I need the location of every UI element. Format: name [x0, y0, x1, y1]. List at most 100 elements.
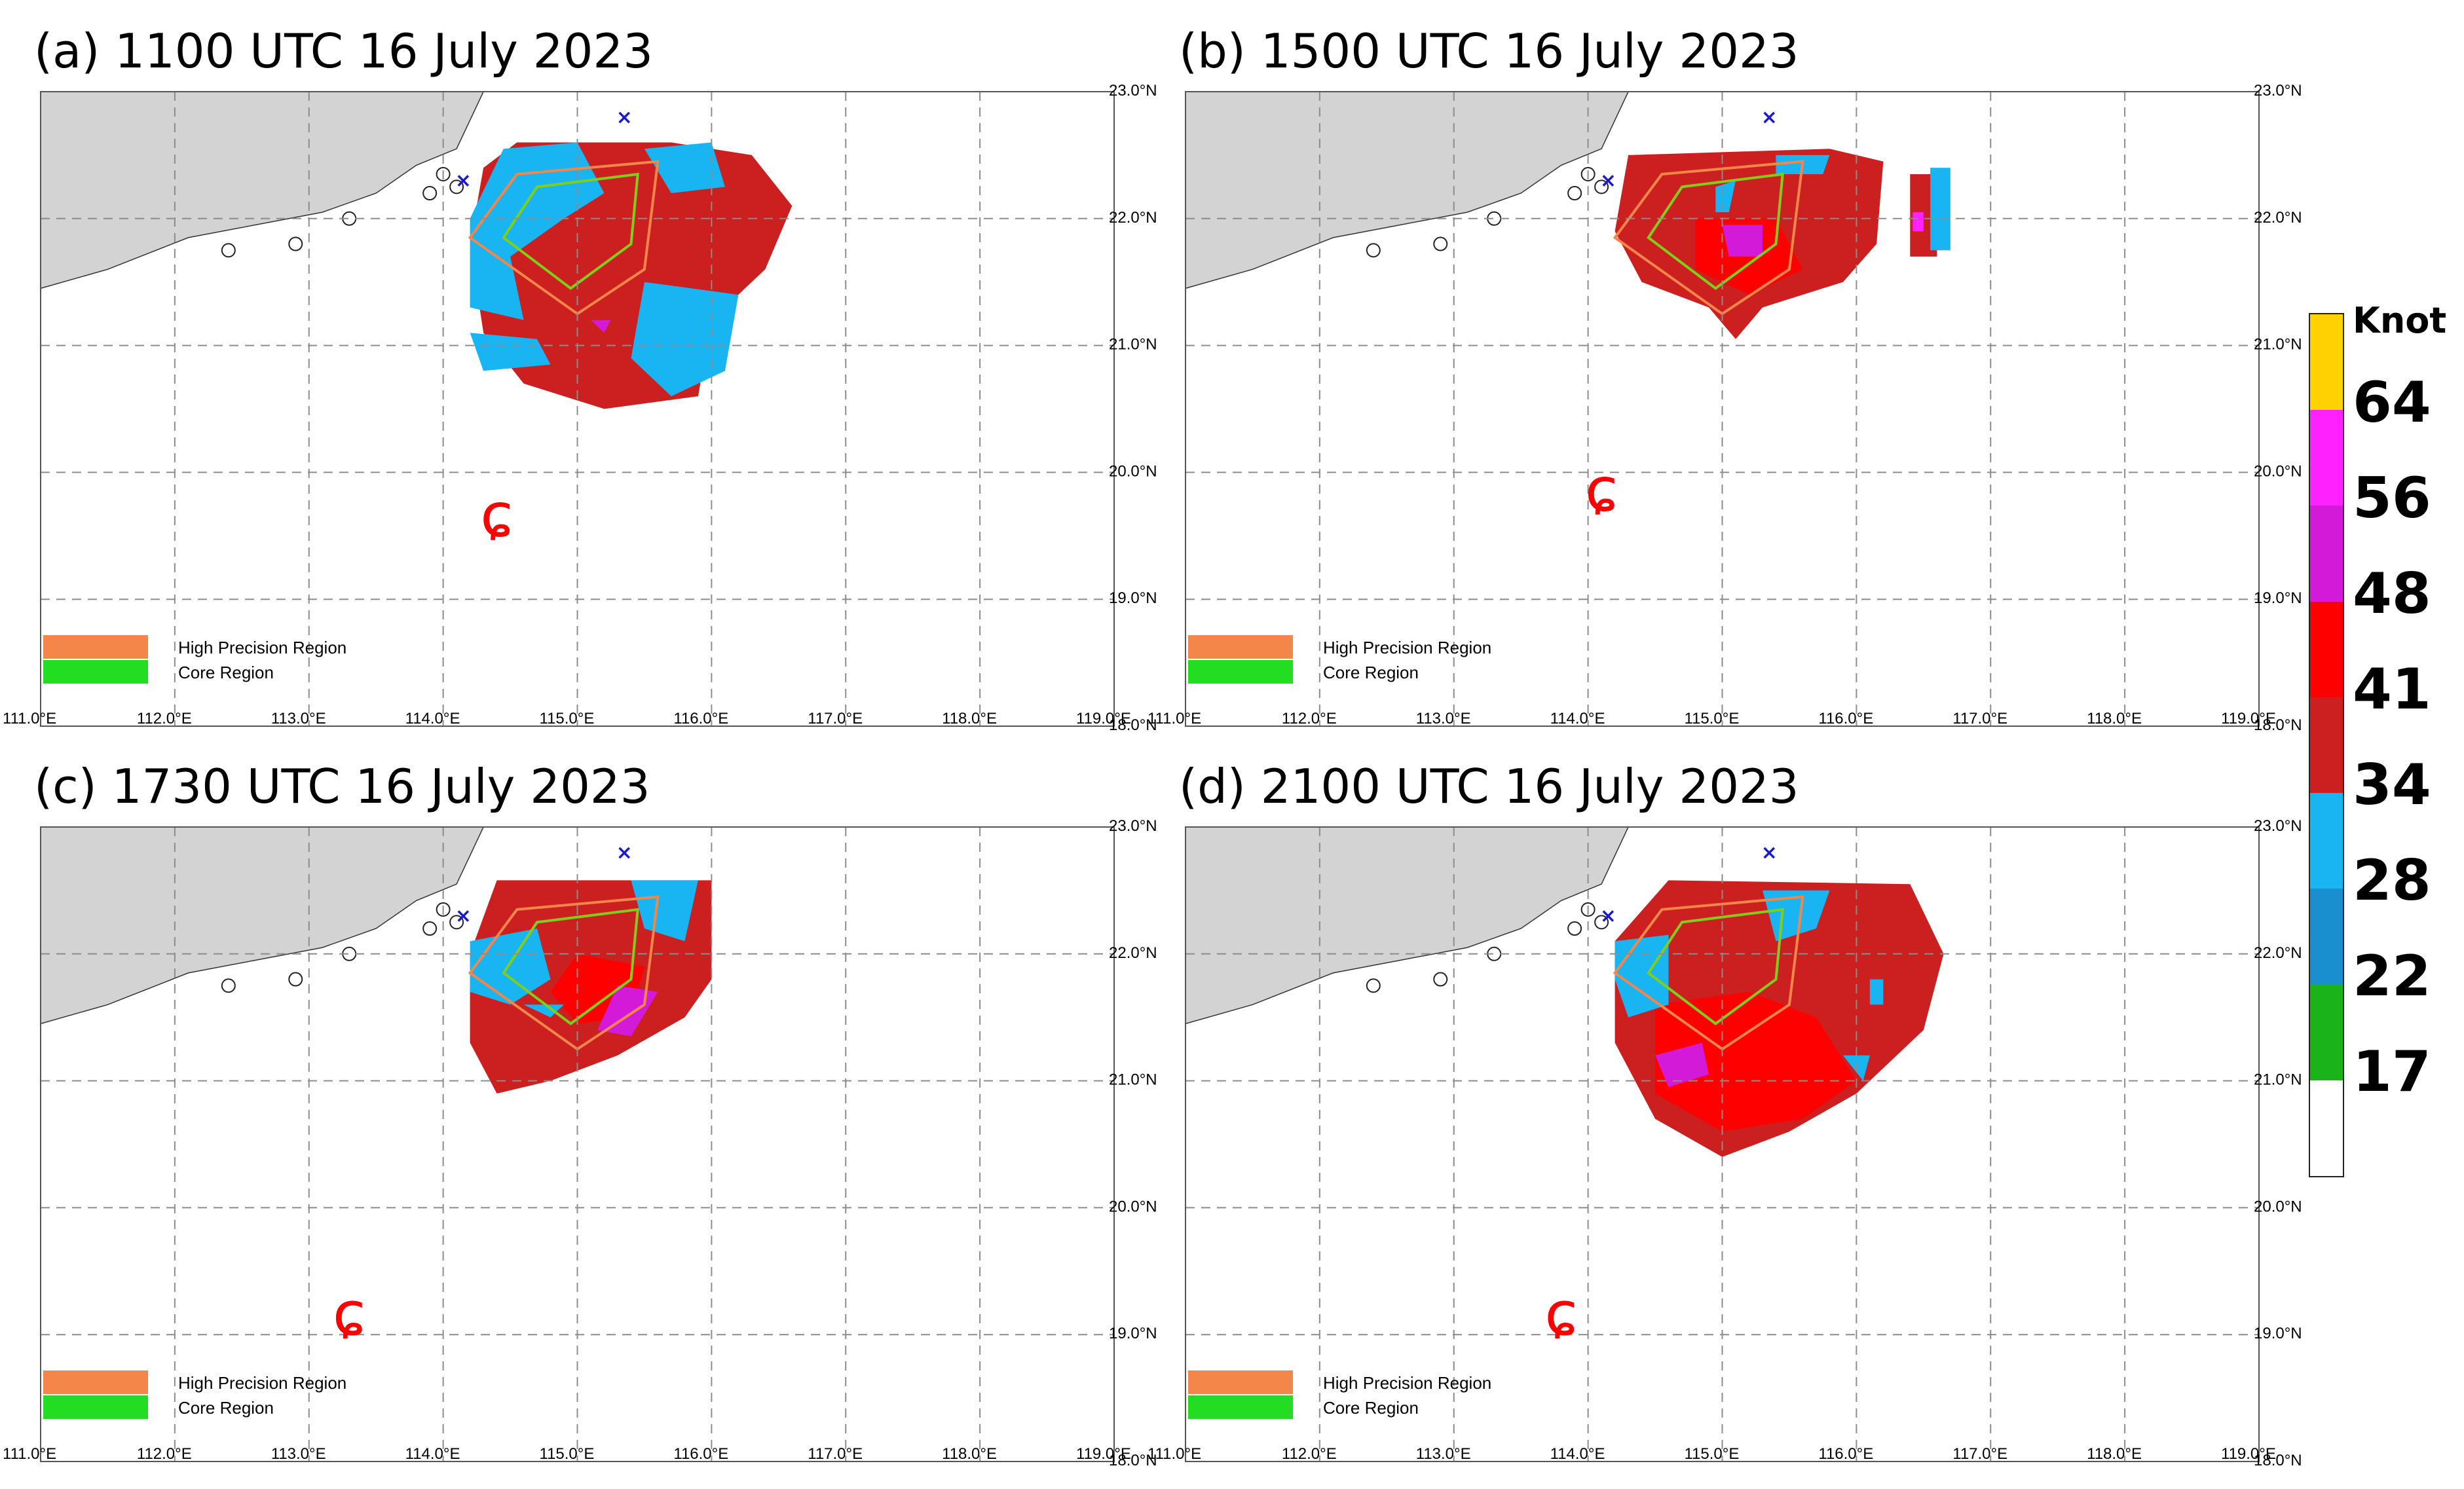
high-precision-region-outline — [1613, 895, 1804, 1051]
lat-tick-label: 18.0°N — [1109, 716, 1157, 734]
lon-tick-label: 115.0°E — [1685, 710, 1740, 727]
core-region-outline — [502, 908, 639, 1025]
lon-tick-label: 118.0°E — [2087, 1445, 2142, 1463]
station-marker-icon: × — [1761, 841, 1778, 864]
legend-label-core: Core Region — [1323, 1398, 1419, 1418]
map-panel-d: × × ɕ High Precision Region Core Region 23.0°… — [1148, 817, 2302, 1469]
island — [221, 243, 236, 258]
lon-tick-label: 118.0°E — [942, 1445, 997, 1463]
lon-tick-label: 118.0°E — [2087, 710, 2142, 727]
map-frame — [40, 826, 1115, 1462]
map-canvas-d: × × ɕ High Precision Region Core Region 23.0°… — [1148, 817, 2302, 1469]
panel-a-title: (a) 1100 UTC 16 July 2023 — [34, 24, 654, 79]
colorbar-segment — [2310, 410, 2343, 506]
wind-area-wind-48 — [1655, 1042, 1709, 1088]
lon-tick-label: 111.0°E — [1148, 1445, 1201, 1463]
lon-tick-label: 112.0°E — [137, 1445, 192, 1463]
station-marker-icon: × — [455, 905, 472, 928]
colorbar-segment — [2310, 506, 2343, 602]
lon-tick-label: 119.0°E — [1076, 1445, 1131, 1463]
lat-tick-label: 18.0°N — [2254, 1452, 2302, 1469]
colorbar-segment — [2310, 1080, 2343, 1176]
lon-tick-label: 114.0°E — [1550, 1445, 1605, 1463]
lat-tick-label: 22.0°N — [1109, 944, 1157, 962]
wind-area-wind-28 — [1763, 890, 1830, 942]
wind-area-wind-41 — [1655, 991, 1857, 1132]
legend-label-core: Core Region — [178, 663, 274, 682]
wind-area-wind-28 — [1869, 979, 1884, 1005]
wind-area-wind-34 — [557, 225, 644, 282]
lon-tick-label: 116.0°E — [673, 710, 728, 727]
wind-area-wind-28 — [631, 880, 698, 942]
colorbar-label-56: 56 — [2353, 466, 2431, 531]
lat-tick-label: 23.0°N — [1109, 817, 1157, 835]
lat-tick-label: 21.0°N — [2254, 336, 2302, 354]
lon-tick-label: 111.0°E — [3, 710, 56, 727]
colorbar-segment — [2310, 697, 2343, 794]
lat-tick-label: 21.0°N — [1109, 336, 1157, 354]
colorbar-title: Knot — [2353, 300, 2447, 341]
colorbar-label-48: 48 — [2353, 561, 2431, 627]
lat-tick-label: 20.0°N — [1109, 462, 1157, 480]
island — [288, 236, 303, 251]
map-canvas-b: × × ɕ High Precision Region Core Region 23.0°… — [1148, 82, 2302, 734]
high-precision-region-outline — [1613, 160, 1804, 316]
lon-tick-label: 114.0°E — [405, 1445, 460, 1463]
lat-tick-label: 20.0°N — [1109, 1198, 1157, 1215]
lon-tick-label: 114.0°E — [405, 710, 460, 727]
core-region-outline — [502, 172, 639, 290]
lon-tick-label: 111.0°E — [3, 1445, 56, 1463]
lon-tick-label: 115.0°E — [540, 710, 595, 727]
lat-tick-label: 22.0°N — [2254, 944, 2302, 962]
typhoon-symbol-icon: ɕ — [333, 1279, 366, 1349]
legend-swatch-high-precision — [43, 635, 148, 659]
lon-tick-label: 116.0°E — [1818, 1445, 1873, 1463]
station-marker-icon: × — [1600, 170, 1616, 193]
station-marker-icon: × — [455, 170, 472, 193]
lon-tick-label: 116.0°E — [673, 1445, 728, 1463]
lon-tick-label: 117.0°E — [1952, 710, 2007, 727]
legend-swatch-core — [43, 660, 148, 684]
high-precision-region-outline — [468, 895, 660, 1051]
lat-tick-label: 21.0°N — [1109, 1071, 1157, 1089]
legend-swatch-high-precision — [1188, 635, 1293, 659]
island — [422, 186, 438, 201]
lon-tick-label: 112.0°E — [1282, 1445, 1337, 1463]
island — [449, 915, 464, 930]
lat-tick-label: 22.0°N — [2254, 209, 2302, 227]
wind-area-wind-28 — [523, 1004, 564, 1018]
lat-tick-label: 19.0°N — [1109, 589, 1157, 607]
legend-label-core: Core Region — [1323, 663, 1419, 682]
island — [422, 921, 438, 936]
lon-tick-label: 119.0°E — [2221, 710, 2276, 727]
high-precision-region-outline — [468, 160, 660, 316]
lon-tick-label: 119.0°E — [2221, 1445, 2276, 1463]
lat-tick-label: 19.0°N — [2254, 1325, 2302, 1342]
legend-label-high-precision: High Precision Region — [178, 1373, 346, 1393]
island — [221, 978, 236, 993]
station-marker-icon: × — [1761, 106, 1778, 129]
station-marker-icon: × — [616, 841, 633, 864]
wind-area-wind-28 — [1930, 168, 1951, 251]
colorbar-label-28: 28 — [2353, 848, 2431, 913]
colorbar-label-41: 41 — [2353, 657, 2431, 722]
lon-tick-label: 117.0°E — [808, 1445, 863, 1463]
lat-tick-label: 22.0°N — [1109, 209, 1157, 227]
lat-tick-label: 18.0°N — [1109, 1452, 1157, 1469]
map-panel-a: × × ɕ High Precision Region Core Region 23.0°… — [3, 82, 1157, 734]
lon-tick-label: 115.0°E — [540, 1445, 595, 1463]
legend-swatch-core — [1188, 660, 1293, 684]
lon-tick-label: 118.0°E — [942, 710, 997, 727]
island — [288, 972, 303, 987]
legend-label-high-precision: High Precision Region — [1323, 1373, 1491, 1393]
legend-label-high-precision: High Precision Region — [1323, 638, 1491, 657]
lon-tick-label: 117.0°E — [1952, 1445, 2007, 1463]
lat-tick-label: 19.0°N — [2254, 589, 2302, 607]
colorbar-label-64: 64 — [2353, 370, 2431, 435]
island — [449, 179, 464, 194]
colorbar-label-17: 17 — [2353, 1039, 2431, 1105]
lon-tick-label: 119.0°E — [1076, 710, 1131, 727]
map-frame — [1185, 91, 2260, 727]
legend-swatch-high-precision — [43, 1370, 148, 1394]
colorbar-segment — [2310, 793, 2343, 889]
